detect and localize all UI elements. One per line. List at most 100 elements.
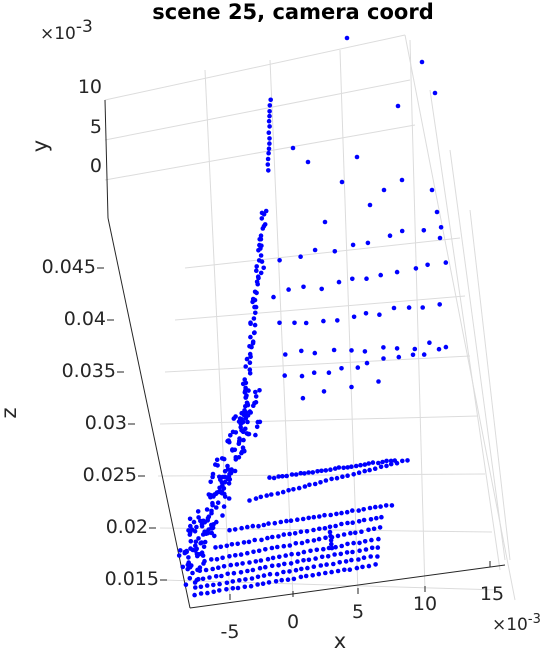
data-point: [328, 512, 334, 518]
data-point: [319, 286, 325, 292]
data-point: [267, 141, 272, 146]
data-point: [349, 348, 354, 353]
data-point: [188, 523, 193, 529]
data-point: [316, 571, 322, 577]
scatter-points: [176, 35, 449, 598]
data-point: [399, 228, 405, 234]
data-point: [237, 436, 242, 441]
data-point: [388, 458, 394, 464]
data-point: [233, 455, 239, 460]
data-point: [268, 97, 274, 103]
data-point: [196, 536, 201, 541]
data-point: [387, 233, 393, 238]
data-point: [258, 233, 264, 238]
data-point: [323, 468, 329, 473]
data-point: [258, 270, 264, 276]
data-point: [260, 581, 266, 586]
data-point: [356, 557, 361, 562]
data-point: [311, 514, 317, 520]
data-point: [396, 354, 402, 360]
data-point: [232, 447, 238, 453]
data-point: [243, 385, 248, 391]
data-point: [311, 564, 317, 569]
data-point: [243, 577, 248, 582]
data-point: [263, 564, 268, 570]
data-point: [258, 494, 264, 500]
data-point: [307, 482, 312, 488]
data-point: [337, 560, 343, 565]
data-point: [300, 395, 306, 401]
data-point: [436, 346, 442, 352]
data-point: [351, 540, 356, 546]
data-point: [188, 539, 194, 544]
data-point: [293, 472, 299, 477]
data-point: [301, 549, 307, 555]
data-point: [356, 519, 362, 524]
data-point: [342, 567, 347, 573]
data-point: [238, 552, 244, 557]
z-tick-label: 0.04: [64, 308, 106, 330]
data-point: [361, 507, 367, 512]
data-point: [230, 579, 236, 584]
z-tick-label: 0.045: [42, 256, 96, 278]
data-point: [266, 168, 271, 173]
data-point: [331, 561, 336, 567]
data-point: [339, 510, 344, 516]
data-point: [384, 458, 389, 464]
data-point: [191, 519, 197, 525]
data-point: [354, 565, 360, 571]
chart-title: scene 25, camera coord: [152, 0, 433, 24]
data-point: [310, 470, 316, 475]
data-point: [198, 584, 204, 590]
data-point: [251, 403, 256, 409]
data-point: [420, 305, 426, 310]
x-tick-label: 5: [352, 601, 364, 623]
axis-lines: [104, 99, 506, 609]
data-point: [266, 580, 272, 585]
data-point: [270, 534, 275, 540]
z-tick-label: 0.03: [85, 412, 127, 434]
data-point: [289, 551, 294, 557]
data-point: [304, 529, 310, 534]
data-point: [363, 311, 369, 316]
data-point: [235, 541, 240, 547]
data-point: [224, 543, 230, 549]
data-point: [383, 503, 389, 508]
data-point: [224, 587, 229, 592]
data-point: [280, 474, 285, 479]
data-point: [315, 469, 320, 474]
data-point: [187, 532, 193, 537]
x-tick-label: -5: [221, 621, 240, 643]
z-ticks: [97, 267, 167, 581]
data-point: [343, 559, 349, 564]
data-point: [248, 583, 254, 589]
data-point: [190, 570, 195, 576]
data-point: [267, 103, 273, 108]
data-point: [381, 356, 386, 361]
data-point: [222, 494, 228, 499]
data-point: [381, 345, 386, 350]
data-point: [253, 400, 259, 405]
data-point: [263, 208, 269, 214]
data-point: [319, 554, 325, 560]
data-point: [248, 320, 253, 326]
data-point: [301, 284, 306, 290]
data-point: [362, 462, 368, 467]
data-point: [378, 464, 384, 470]
z-tick-label: 0.02: [106, 516, 148, 538]
data-point: [282, 561, 287, 567]
data-point: [381, 187, 387, 193]
data-point: [301, 558, 306, 563]
data-point: [242, 377, 247, 382]
data-point: [202, 539, 208, 545]
data-point: [277, 554, 282, 560]
data-point: [252, 304, 257, 310]
data-point: [306, 515, 312, 521]
data-point: [269, 492, 274, 497]
data-point: [286, 488, 291, 493]
data-point: [312, 247, 318, 253]
data-point: [350, 549, 355, 555]
data-point: [244, 356, 250, 362]
data-point: [246, 539, 252, 545]
data-point: [278, 519, 284, 525]
